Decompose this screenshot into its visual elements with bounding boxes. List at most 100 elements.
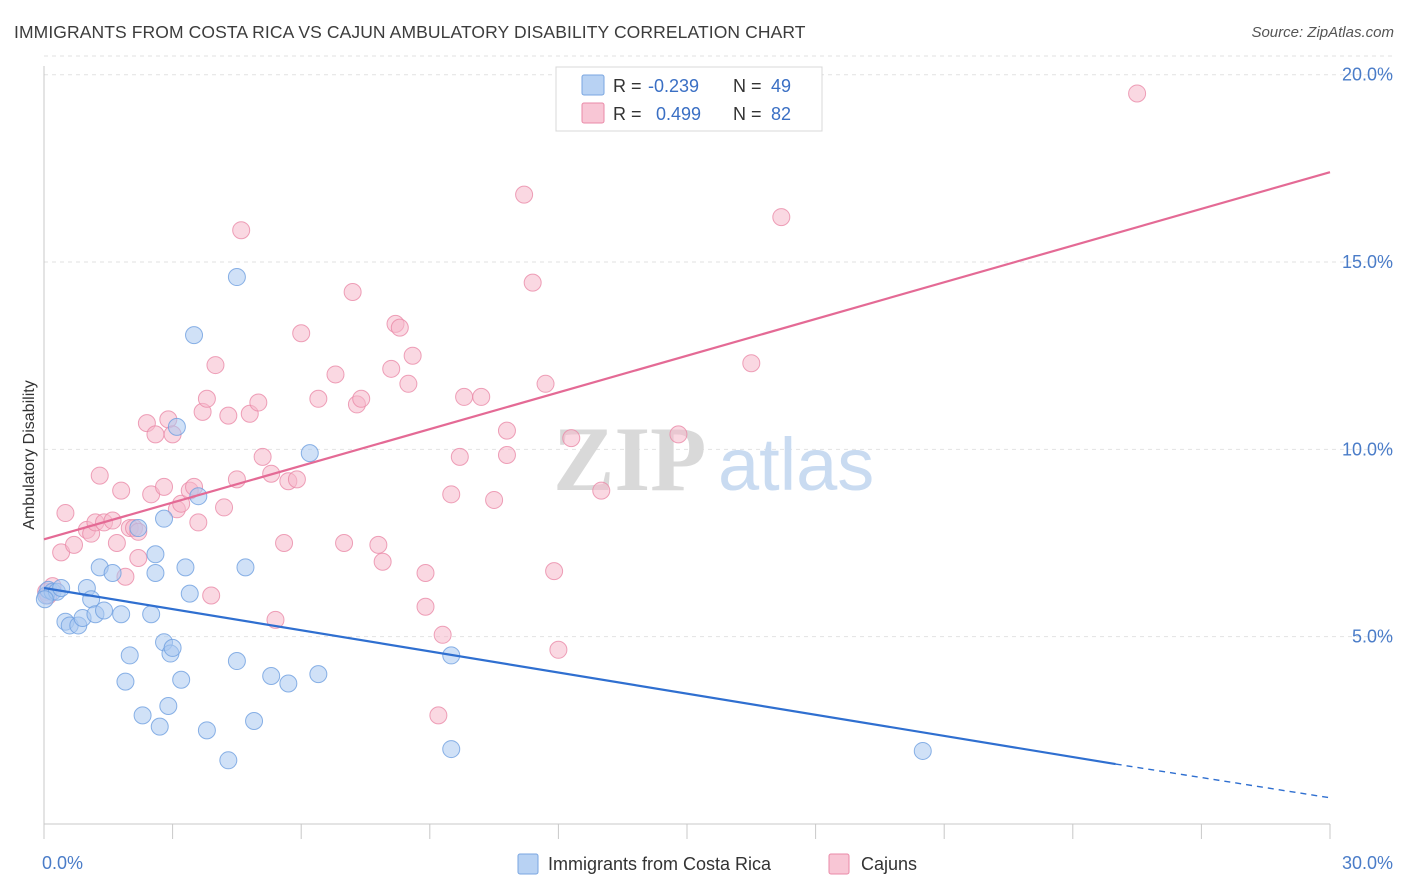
data-point	[292, 324, 311, 343]
y-tick-labels: 5.0% 10.0% 15.0% 20.0%	[1342, 65, 1393, 647]
trend-line-cajuns	[43, 171, 1331, 541]
data-point	[442, 485, 461, 504]
data-point	[382, 359, 401, 378]
legend-r-value-2: 0.499	[656, 104, 701, 124]
x-tick-label-min: 0.0%	[42, 853, 83, 873]
data-point	[146, 425, 165, 444]
data-point	[450, 447, 469, 466]
data-point	[326, 365, 345, 384]
bottom-legend-swatch-costa-rica	[517, 853, 539, 875]
data-point	[155, 477, 174, 496]
legend-n-value-1: 49	[771, 76, 791, 96]
data-point	[373, 552, 392, 571]
legend: R = -0.239 N = 49 R = 0.499 N = 82	[555, 66, 823, 132]
x-tick-label-max: 30.0%	[1342, 853, 1393, 873]
series-costa-rica	[35, 268, 932, 770]
data-point	[236, 558, 255, 577]
data-point	[155, 509, 174, 528]
data-point	[52, 578, 71, 597]
legend-n-label-1: N =	[733, 76, 762, 96]
legend-swatch-cajuns	[581, 102, 605, 124]
data-point	[523, 273, 542, 292]
legend-r-label-2: R =	[613, 104, 642, 124]
data-point	[287, 470, 306, 489]
data-point	[390, 318, 409, 337]
data-point	[202, 586, 221, 605]
data-point	[180, 584, 199, 603]
y-tick-label: 10.0%	[1342, 439, 1393, 459]
bottom-legend-swatch-cajuns	[828, 853, 850, 875]
data-point	[206, 356, 225, 375]
data-point	[343, 283, 362, 302]
x-ticks	[43, 824, 1331, 839]
data-point	[103, 563, 122, 582]
series-cajuns	[37, 84, 1147, 725]
data-point	[107, 534, 126, 553]
data-point	[120, 646, 139, 665]
data-point	[150, 717, 169, 736]
data-point	[227, 268, 246, 287]
y-tick-label: 15.0%	[1342, 252, 1393, 272]
data-point	[245, 711, 264, 730]
data-point	[232, 221, 251, 240]
data-point	[219, 751, 238, 770]
data-point	[497, 445, 516, 464]
data-point	[215, 498, 234, 517]
data-point	[472, 387, 491, 406]
data-point	[399, 374, 418, 393]
data-point	[172, 670, 191, 689]
data-point	[197, 721, 216, 740]
trend-line-costa-rica	[43, 586, 1116, 766]
data-point	[129, 519, 148, 538]
data-point	[309, 665, 328, 684]
data-point	[35, 590, 54, 609]
data-point	[429, 706, 448, 725]
data-point	[300, 444, 319, 463]
data-point	[279, 674, 298, 693]
legend-r-label-1: R =	[613, 76, 642, 96]
data-point	[913, 741, 932, 760]
data-point	[189, 513, 208, 532]
data-point	[536, 374, 555, 393]
data-point	[562, 429, 581, 448]
data-point	[219, 406, 238, 425]
bottom-legend-label-costa-rica: Immigrants from Costa Rica	[548, 854, 772, 874]
trend-line-costa-rica-extension	[1115, 763, 1331, 799]
data-point	[249, 393, 268, 412]
data-point	[442, 740, 461, 759]
legend-r-value-1: -0.239	[648, 76, 699, 96]
data-point	[742, 354, 761, 373]
data-point	[90, 466, 109, 485]
data-point	[95, 601, 114, 620]
data-point	[197, 389, 216, 408]
data-point	[266, 610, 285, 629]
data-point	[159, 696, 178, 715]
data-point	[112, 481, 131, 500]
data-point	[335, 534, 354, 553]
data-point	[403, 346, 422, 365]
data-point	[352, 389, 371, 408]
data-point	[227, 652, 246, 671]
data-point	[262, 667, 281, 686]
data-point	[112, 605, 131, 624]
data-point	[146, 545, 165, 564]
data-point	[253, 447, 272, 466]
data-point	[146, 563, 165, 582]
chart-title: IMMIGRANTS FROM COSTA RICA VS CAJUN AMBU…	[14, 22, 806, 42]
data-point	[185, 326, 204, 345]
y-tick-label: 20.0%	[1342, 65, 1393, 85]
data-point	[485, 490, 504, 509]
data-point	[1128, 84, 1147, 103]
y-axis-title: Ambulatory Disability	[21, 380, 38, 529]
data-point	[545, 562, 564, 581]
y-tick-label: 5.0%	[1352, 627, 1393, 647]
legend-n-label-2: N =	[733, 104, 762, 124]
chart-source: Source: ZipAtlas.com	[1251, 24, 1394, 41]
data-point	[142, 605, 161, 624]
data-point	[116, 672, 135, 691]
data-point	[497, 421, 516, 440]
bottom-legend-label-cajuns: Cajuns	[861, 854, 917, 874]
data-point	[56, 504, 75, 523]
data-point	[592, 481, 611, 500]
